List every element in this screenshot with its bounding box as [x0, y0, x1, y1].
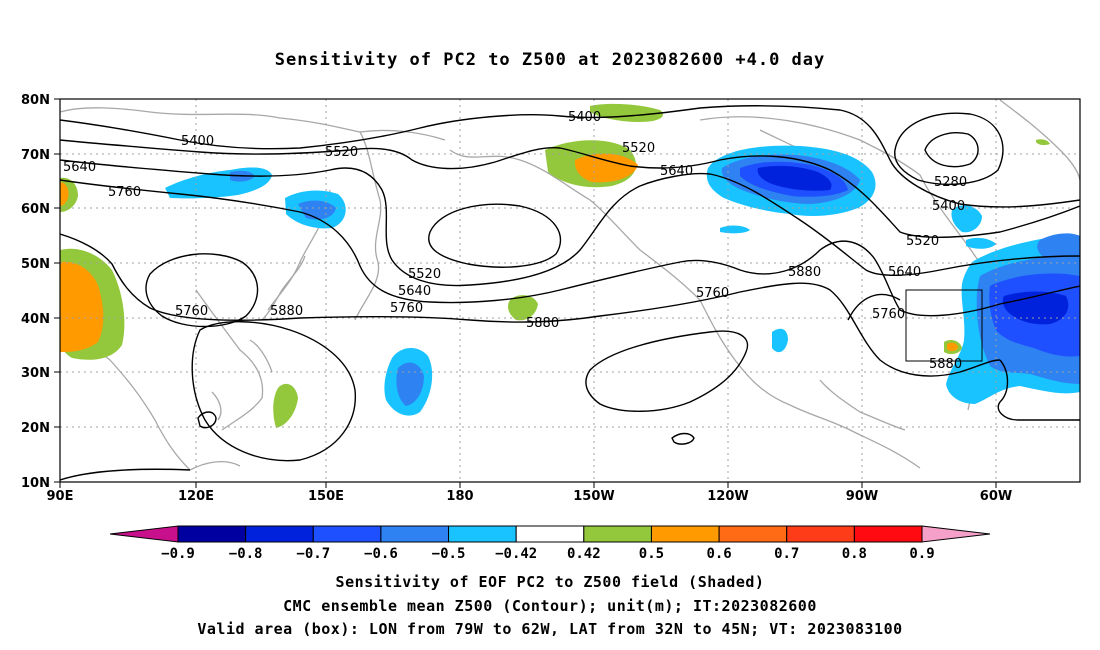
colorbar-cell: [650, 525, 720, 543]
latitude-labels: 80N 70N 60N 50N 40N 30N 20N 10N: [21, 93, 50, 491]
contour-label: 5520: [906, 234, 939, 249]
colorbar-label: −0.5: [432, 546, 466, 562]
contour-label: 5760: [696, 286, 729, 301]
contour-label: 5640: [888, 265, 921, 280]
lat-label: 80N: [21, 93, 50, 108]
contour-label: 5880: [929, 357, 962, 372]
colorbar-label: −0.7: [296, 546, 330, 562]
lon-label: 90E: [47, 489, 74, 504]
contour-label: 5760: [175, 304, 208, 319]
lon-label: 180: [446, 489, 473, 504]
lon-label: 60W: [980, 489, 1012, 504]
lat-label: 70N: [21, 148, 50, 163]
colorbar-label: 0.8: [842, 546, 867, 562]
valid-area-box: [905, 289, 983, 362]
z500-contours: [60, 105, 1080, 481]
colorbar-cell: [448, 525, 517, 543]
contour-label: 5280: [934, 175, 967, 190]
lat-label: 20N: [21, 421, 50, 436]
coastlines: [60, 99, 1080, 471]
colorbar-cell: [583, 525, 652, 543]
colorbar-cell: [177, 525, 247, 543]
map-frame: [59, 98, 1081, 483]
colorbar-low-triangle: [109, 525, 179, 543]
contour-label: 5640: [63, 160, 96, 175]
lon-label: 120W: [707, 489, 748, 504]
sensitivity-shading: [60, 103, 1080, 428]
contour-label: 5640: [398, 284, 431, 299]
colorbar-label: 0.5: [639, 546, 664, 562]
lat-label: 30N: [21, 366, 50, 381]
longitude-labels: 90E 120E 150E 180 150W 120W 90W 60W: [47, 489, 1013, 504]
lat-label: 10N: [21, 476, 50, 491]
colorbar-cell: [853, 525, 923, 543]
lat-label: 60N: [21, 202, 50, 217]
colorbar-label: −0.9: [161, 546, 195, 562]
lat-label: 50N: [21, 257, 50, 272]
colorbar-cell: [515, 525, 585, 543]
contour-label: 5760: [872, 307, 905, 322]
contour-label: 5640: [660, 164, 693, 179]
colorbar-cell: [245, 525, 314, 543]
map-title: Sensitivity of PC2 to Z500 at 2023082600…: [274, 50, 826, 70]
colorbar-label: 0.9: [909, 546, 934, 562]
colorbar-label: −0.6: [364, 546, 398, 562]
contour-label: 5400: [568, 110, 601, 125]
colorbar-cell: [786, 525, 855, 543]
lon-label: 90W: [846, 489, 878, 504]
colorbar-cell: [312, 525, 382, 543]
axis-ticks: [54, 98, 997, 488]
contour-label: 5880: [526, 316, 559, 331]
lon-label: 150E: [308, 489, 344, 504]
caption-line-3: Valid area (box): LON from 79W to 62W, L…: [197, 620, 903, 638]
contour-label: 5520: [622, 141, 655, 156]
colorbar-label: 0.7: [774, 546, 799, 562]
lon-label: 120E: [178, 489, 214, 504]
colorbar-high-triangle: [921, 525, 991, 543]
contour-label: 5520: [408, 267, 441, 282]
colorbar-label: −0.42: [495, 546, 537, 562]
contour-label: 5400: [181, 134, 214, 149]
contour-label: 5520: [325, 145, 358, 160]
colorbar-cell: [380, 525, 450, 543]
caption-line-2: CMC ensemble mean Z500 (Contour); unit(m…: [283, 597, 817, 615]
contour-label: 5760: [108, 185, 141, 200]
lat-label: 40N: [21, 312, 50, 327]
contour-label: 5400: [932, 199, 965, 214]
contour-labels: 5400 5400 5400 5520 5520 5520 5520 5640 …: [63, 110, 967, 372]
lon-label: 150W: [573, 489, 614, 504]
colorbar: −0.9 −0.8 −0.7 −0.6 −0.5 −0.42 0.42 0.5 0.6 0.7 0.…: [109, 525, 991, 562]
contour-label: 5880: [270, 304, 303, 319]
caption-line-1: Sensitivity of EOF PC2 to Z500 field (Sh…: [335, 573, 765, 591]
colorbar-label: 0.42: [567, 546, 601, 562]
colorbar-label: −0.8: [229, 546, 263, 562]
colorbar-cell: [718, 525, 788, 543]
contour-label: 5760: [390, 301, 423, 316]
contour-label: 5880: [788, 265, 821, 280]
colorbar-label: 0.6: [706, 546, 731, 562]
